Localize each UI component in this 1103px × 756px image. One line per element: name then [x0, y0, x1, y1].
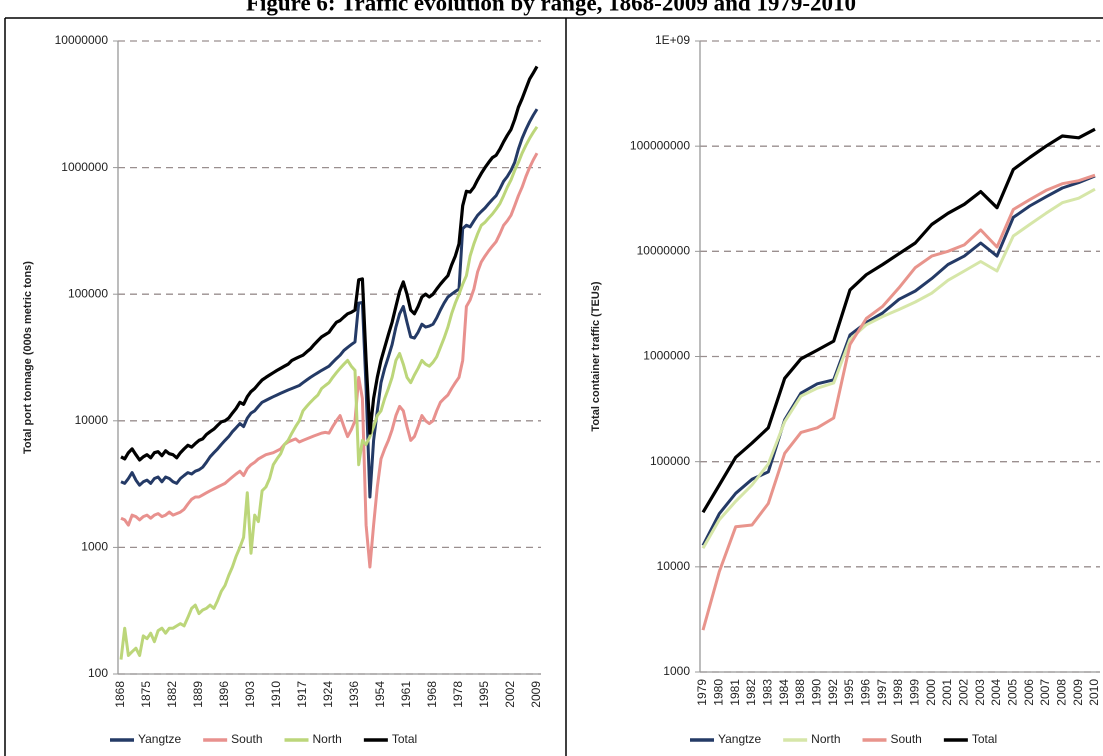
- x-tick-label: 1982: [744, 679, 758, 706]
- x-tick-label: 2002: [957, 679, 971, 706]
- x-tick-label: 1996: [859, 679, 873, 706]
- y-tick-label: 10000: [75, 413, 109, 427]
- series-line: [120, 108, 539, 499]
- x-tick-label: 2003: [973, 679, 987, 706]
- x-tick-label: 1903: [243, 681, 257, 708]
- x-tick-label: 2007: [1038, 679, 1052, 706]
- y-tick-label: 10000000: [637, 244, 691, 258]
- legend-label: Total: [392, 732, 417, 746]
- x-tick-label: 2010: [1087, 679, 1101, 706]
- x-tick-label: 1995: [477, 681, 491, 708]
- series-line: [701, 187, 1096, 550]
- figure-title: Figure 6: Traffic evolution by range, 18…: [246, 0, 856, 15]
- y-tick-label: 100000: [650, 454, 690, 468]
- legend-label: Yangtze: [138, 732, 181, 746]
- y-tick-label: 10000000: [55, 33, 109, 47]
- x-tick-label: 1980: [712, 679, 726, 706]
- series-line: [120, 152, 539, 569]
- x-tick-label: 1875: [139, 681, 153, 708]
- x-tick-label: 2004: [989, 679, 1003, 706]
- x-tick-label: 2002: [503, 681, 517, 708]
- legend-label: Total: [972, 732, 997, 746]
- y-axis-title: Total port tonnage (000s metric tons): [22, 261, 34, 454]
- x-tick-label: 1910: [269, 681, 283, 708]
- legend-label: Yangtze: [718, 732, 761, 746]
- x-tick-label: 1979: [695, 679, 709, 706]
- x-tick-label: 1983: [761, 679, 775, 706]
- series-line: [120, 65, 539, 462]
- x-tick-label: 2009: [529, 681, 543, 708]
- x-tick-label: 2009: [1071, 679, 1085, 706]
- x-tick-label: 1984: [777, 679, 791, 706]
- x-tick-label: 1990: [810, 679, 824, 706]
- x-tick-label: 2001: [940, 679, 954, 706]
- series-line: [701, 173, 1096, 631]
- series-line: [119, 125, 539, 660]
- y-tick-label: 100000: [68, 286, 108, 300]
- y-tick-label: 1E+09: [655, 33, 690, 47]
- legend-label: North: [313, 732, 342, 746]
- x-tick-label: 2008: [1055, 679, 1069, 706]
- y-tick-label: 100000000: [630, 138, 690, 152]
- x-tick-label: 1882: [165, 681, 179, 708]
- x-tick-label: 1868: [113, 681, 127, 708]
- y-tick-label: 1000000: [643, 349, 690, 363]
- legend-label: North: [811, 732, 840, 746]
- x-tick-label: 1998: [891, 679, 905, 706]
- x-tick-label: 2006: [1022, 679, 1036, 706]
- x-tick-label: 1896: [217, 681, 231, 708]
- x-tick-label: 1995: [842, 679, 856, 706]
- legend-label: South: [891, 732, 922, 746]
- x-tick-label: 1917: [295, 681, 309, 708]
- x-tick-label: 1954: [373, 681, 387, 708]
- x-tick-label: 1968: [425, 681, 439, 708]
- x-tick-label: 1999: [908, 679, 922, 706]
- x-tick-label: 1936: [347, 681, 361, 708]
- y-tick-label: 1000: [81, 540, 108, 554]
- x-tick-label: 1997: [875, 679, 889, 706]
- y-axis-title: Total container traffic (TEUs): [590, 281, 602, 431]
- x-tick-label: 1889: [191, 681, 205, 708]
- x-tick-label: 1981: [728, 679, 742, 706]
- x-tick-label: 1924: [321, 681, 335, 708]
- series-line: [701, 127, 1096, 514]
- y-tick-label: 1000: [663, 664, 690, 678]
- x-tick-label: 1988: [793, 679, 807, 706]
- x-tick-label: 1978: [451, 681, 465, 708]
- x-tick-label: 1961: [399, 681, 413, 708]
- series-line: [701, 174, 1096, 547]
- x-tick-label: 2000: [924, 679, 938, 706]
- y-tick-label: 100: [88, 666, 108, 680]
- legend-label: South: [231, 732, 262, 746]
- x-tick-label: 2005: [1006, 679, 1020, 706]
- y-tick-label: 10000: [657, 559, 691, 573]
- y-tick-label: 1000000: [61, 160, 108, 174]
- x-tick-label: 1992: [826, 679, 840, 706]
